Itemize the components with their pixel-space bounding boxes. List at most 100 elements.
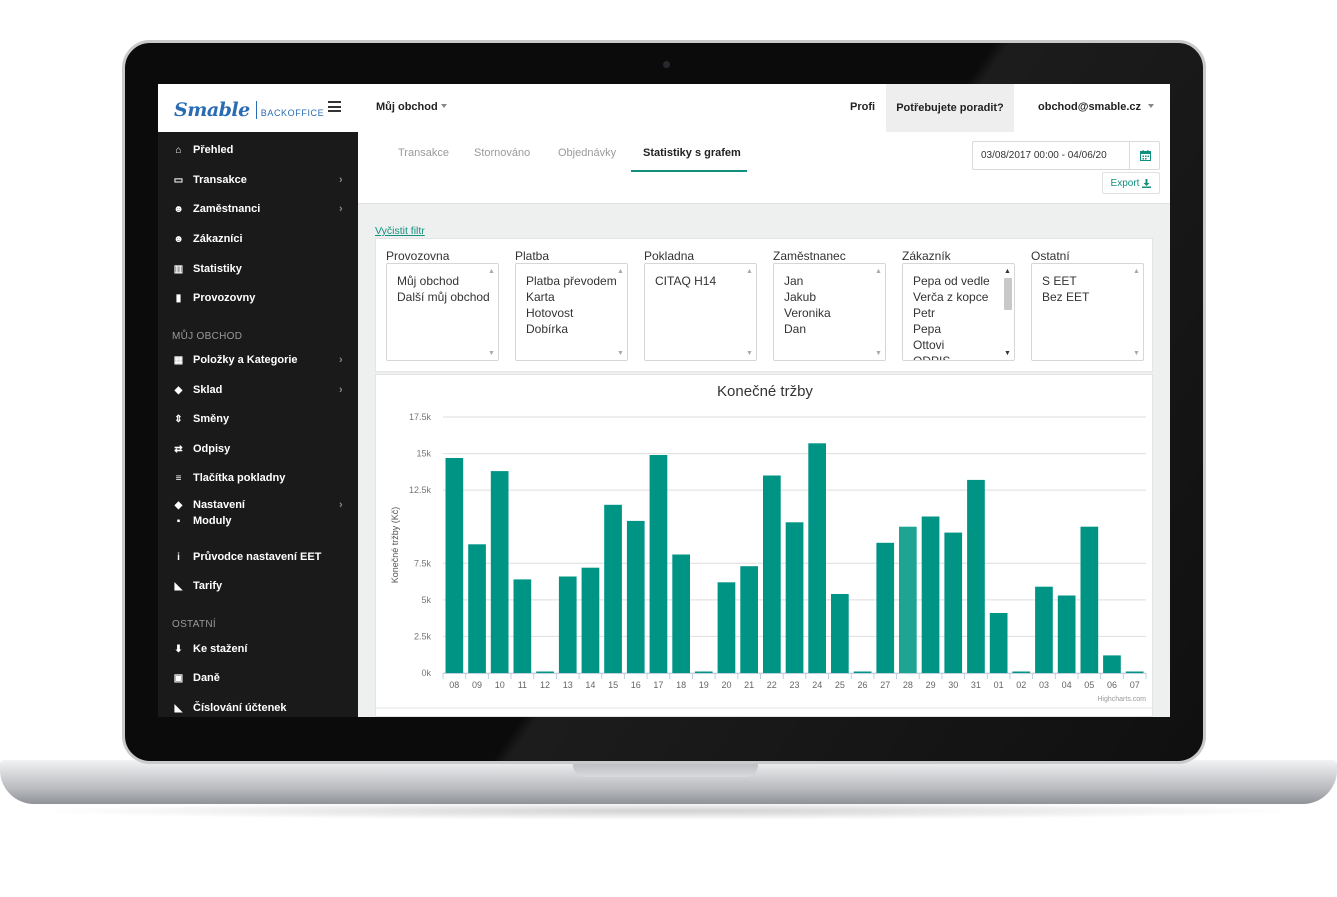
- scroll-down-icon[interactable]: ▼: [1133, 350, 1140, 357]
- sidebar-item-odpisy[interactable]: ⇄ Odpisy: [158, 435, 358, 463]
- scroll-up-icon[interactable]: ▲: [1133, 268, 1140, 275]
- filter-label: Pokladna: [644, 249, 695, 263]
- scroll-down-icon[interactable]: ▼: [746, 350, 753, 357]
- laptop-shadow: [30, 802, 1307, 820]
- filter-option[interactable]: Jakub: [784, 290, 817, 304]
- filter-option[interactable]: Veronika: [784, 306, 831, 320]
- filter-option[interactable]: Pepa od vedle: [913, 274, 990, 288]
- sidebar-item-label: Provozovny: [193, 292, 256, 304]
- caret-down-icon: [440, 104, 447, 108]
- sidebar-item-sklad[interactable]: ◆ Sklad ›: [158, 376, 358, 404]
- tab-statistiky-s-grafem[interactable]: Statistiky s grafem: [643, 147, 741, 159]
- tab-stornovano[interactable]: Stornováno: [474, 147, 531, 159]
- filter-option[interactable]: Hotovost: [526, 306, 574, 320]
- scrollbar[interactable]: ▲ ▼: [1002, 264, 1014, 360]
- user-dropdown[interactable]: obchod@smable.cz: [1038, 101, 1155, 113]
- store-dropdown-label: Můj obchod: [376, 101, 438, 113]
- filter-option[interactable]: Další můj obchod: [397, 290, 490, 304]
- x-tick-label: 07: [1130, 680, 1140, 690]
- scrollbar[interactable]: ▲ ▼: [615, 264, 627, 360]
- sidebar-item-smeny[interactable]: ⇕ Směny: [158, 405, 358, 433]
- clear-filter-link[interactable]: Vyčistit filtr: [375, 225, 425, 237]
- scrollbar[interactable]: ▲ ▼: [873, 264, 885, 360]
- sidebar-item-ke-stazeni[interactable]: ⬇ Ke stažení: [158, 635, 358, 663]
- filter-option[interactable]: Verča z kopce: [913, 290, 989, 304]
- bar: [1103, 655, 1121, 673]
- sidebar-item-transakce[interactable]: ▭ Transakce ›: [158, 166, 358, 194]
- scroll-down-icon[interactable]: ▼: [1004, 350, 1011, 357]
- sidebar: ⌂ Přehled ▭ Transakce › ☻ Zaměstnanci › ☻ Zákazní…: [158, 132, 358, 717]
- profi-link[interactable]: Profi: [850, 101, 876, 113]
- sidebar-item-nastaveni[interactable]: ◆ Nastavení ›: [158, 494, 358, 516]
- store-dropdown[interactable]: Můj obchod: [376, 101, 447, 113]
- x-tick-label: 27: [880, 680, 890, 690]
- bar: [649, 455, 668, 673]
- filter-select-5[interactable]: S EET Bez EET ▲ ▼: [1031, 263, 1144, 361]
- sidebar-item-tarify[interactable]: ◣ Tarify: [158, 572, 358, 600]
- y-tick-label: 7.5k: [414, 558, 432, 568]
- filter-option[interactable]: Dan: [784, 322, 807, 336]
- sidebar-item-dane[interactable]: ▣ Daně: [158, 664, 358, 692]
- sidebar-item-zakaznici[interactable]: ☻ Zákazníci: [158, 225, 358, 253]
- sidebar-item-tlacitka-pokladny[interactable]: ≡ Tlačítka pokladny: [158, 464, 358, 492]
- filter-option[interactable]: Můj obchod: [397, 274, 460, 288]
- money-icon: ▣: [173, 672, 184, 684]
- calendar-icon[interactable]: [1129, 142, 1161, 169]
- info-icon: i: [177, 551, 180, 563]
- sidebar-item-pruvodce-nastaveni-eet[interactable]: i Průvodce nastavení EET: [158, 543, 358, 571]
- filter-select-4[interactable]: Pepa od vedle Verča z kopce Petr Pepa Ottovi…: [902, 263, 1015, 361]
- filter-select-1[interactable]: Platba převodem Karta Hotovost Dobírka ▲ ▼: [515, 263, 628, 361]
- hamburger-menu-icon[interactable]: [328, 101, 341, 112]
- bar: [853, 671, 872, 673]
- exchange-icon: ⇄: [174, 443, 183, 455]
- filter-option[interactable]: Pepa: [913, 322, 942, 336]
- date-range-picker[interactable]: 03/08/2017 00:00 - 04/06/20: [972, 141, 1160, 170]
- sidebar-item-zamestnanci[interactable]: ☻ Zaměstnanci ›: [158, 195, 358, 223]
- scroll-up-icon[interactable]: ▲: [875, 268, 882, 275]
- chevron-right-icon: ›: [339, 203, 343, 215]
- tab-objednavky[interactable]: Objednávky: [558, 147, 617, 159]
- filter-option[interactable]: Petr: [913, 306, 936, 320]
- tab-transakce[interactable]: Transakce: [398, 147, 449, 159]
- scroll-up-icon[interactable]: ▲: [1004, 268, 1011, 275]
- scrollbar[interactable]: ▲ ▼: [486, 264, 498, 360]
- filter-option[interactable]: Ottovi: [913, 338, 945, 352]
- filter-option[interactable]: Dobírka: [526, 322, 569, 336]
- sidebar-item-provozovny[interactable]: ▮ Provozovny: [158, 284, 358, 312]
- y-tick-label: 12.5k: [409, 485, 432, 495]
- scroll-up-icon[interactable]: ▲: [488, 268, 495, 275]
- sidebar-item-polozky-a-kategorie[interactable]: ▦ Položky a Kategorie ›: [158, 346, 358, 374]
- x-tick-label: 22: [767, 680, 777, 690]
- sidebar-item-label: Přehled: [193, 144, 234, 156]
- scrollbar[interactable]: ▲ ▼: [1131, 264, 1143, 360]
- filter-option[interactable]: Platba převodem: [526, 274, 617, 288]
- sidebar-item-label: Tarify: [193, 580, 223, 592]
- filter-option[interactable]: Jan: [784, 274, 804, 288]
- help-button[interactable]: Potřebujete poradit?: [886, 84, 1014, 132]
- filter-select-0[interactable]: Můj obchod Další můj obchod ▲ ▼: [386, 263, 499, 361]
- x-tick-label: 01: [994, 680, 1004, 690]
- scroll-up-icon[interactable]: ▲: [617, 268, 624, 275]
- filter-option[interactable]: Bez EET: [1042, 290, 1090, 304]
- scroll-up-icon[interactable]: ▲: [746, 268, 753, 275]
- scrollbar[interactable]: ▲ ▼: [744, 264, 756, 360]
- filter-option[interactable]: ODPIS: [913, 354, 951, 361]
- sidebar-item-prehled[interactable]: ⌂ Přehled: [158, 136, 358, 164]
- x-tick-label: 21: [744, 680, 754, 690]
- filter-option[interactable]: S EET: [1042, 274, 1077, 288]
- logo[interactable]: Smable BACKOFFICE: [174, 98, 324, 122]
- scroll-down-icon[interactable]: ▼: [875, 350, 882, 357]
- sidebar-item-statistiky[interactable]: ▥ Statistiky: [158, 255, 358, 283]
- filter-option[interactable]: Karta: [526, 290, 555, 304]
- scroll-down-icon[interactable]: ▼: [488, 350, 495, 357]
- scroll-thumb[interactable]: [1004, 278, 1012, 310]
- scroll-down-icon[interactable]: ▼: [617, 350, 624, 357]
- filter-label: Zaměstnanec: [773, 249, 846, 263]
- sidebar-item-cislovani-uctenek[interactable]: ◣ Číslování účtenek: [158, 694, 358, 717]
- sidebar-item-moduly[interactable]: ▪ Moduly: [158, 513, 358, 527]
- filter-option[interactable]: CITAQ H14: [655, 274, 717, 288]
- x-tick-label: 31: [971, 680, 981, 690]
- export-button[interactable]: Export: [1102, 172, 1160, 194]
- filter-select-2[interactable]: CITAQ H14 ▲ ▼: [644, 263, 757, 361]
- filter-select-3[interactable]: Jan Jakub Veronika Dan ▲ ▼: [773, 263, 886, 361]
